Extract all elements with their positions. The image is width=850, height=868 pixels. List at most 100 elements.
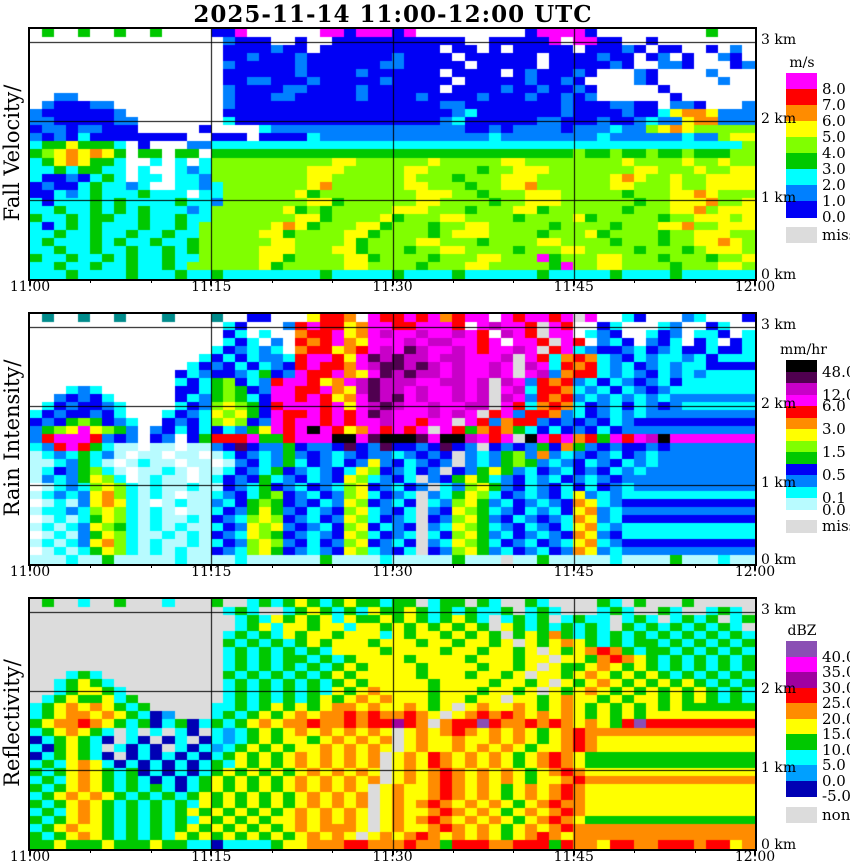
x-axis-tick [452,849,454,853]
rain-intensity-plot [28,312,757,566]
colorbar-cell [786,383,817,395]
colorbar-tick-label: 3.0 [822,160,846,178]
x-tick-label: 11:15 [191,564,232,580]
colorbar-cell [786,169,817,186]
x-axis-tick [210,564,213,570]
x-axis-tick [513,279,515,283]
x-axis-tick [513,849,515,853]
x-tick-label: 11:45 [553,849,594,865]
x-axis-tick [694,849,696,853]
colorbar-tick-label: 2.0 [822,176,846,194]
panel-fall-velocity: Fall Velocity/ 11:00 11:15 11:30 11:45 12:00… [0,27,850,295]
x-axis-tick [150,564,152,568]
x-axis-tick [572,849,575,855]
colorbar-missing-cell [786,519,817,533]
colorbar-tick-label: 40.0 [822,647,850,666]
colorbar-tick-label: 4.0 [822,144,846,162]
x-axis-tick [634,564,636,568]
colorbar-tick-label: 6.0 [822,112,846,130]
colorbar-cell [786,440,817,453]
x-axis-tick [332,279,334,283]
colorbar-cell [786,153,817,170]
colorbar-tick-label: 10.0 [822,740,850,759]
x-tick-label: 11:00 [9,564,51,580]
rain-intensity-axis-label: Rain Intensity/ [0,359,24,517]
x-tick-label: 11:00 [9,279,51,295]
colorbar-cell [786,703,817,719]
x-axis-tick [754,564,756,570]
x-axis-tick [391,849,394,855]
colorbar-missing-label: miss [822,226,850,244]
colorbar-missing-cell [786,807,817,823]
x-tick-label: 11:15 [191,849,232,865]
colorbar-cell [786,201,817,218]
colorbar-cell [786,687,817,704]
x-tick-label: 11:00 [9,849,51,865]
y-tick-label: 2 km [761,111,797,127]
colorbar-title: dBZ [787,623,817,639]
panel-reflectivity: Reflectivity/ 11:00 11:15 11:30 11:45 12:00 … [0,597,850,865]
colorbar-tick-label: 5.0 [822,756,846,774]
x-tick-label: 12:00 [734,279,776,295]
x-axis-tick [210,279,213,285]
colorbar-cell [786,121,817,138]
colorbar-cell [786,656,817,673]
colorbar-cell [786,406,817,418]
y-tick-label: 0 km [761,267,797,283]
rain-intensity-heatmap [30,314,755,564]
colorbar-cell [786,475,817,487]
x-axis-tick [90,279,92,283]
y-tick-label: 1 km [761,190,797,206]
colorbar-tick-label: 0.1 [822,489,846,507]
x-axis-tick [391,279,394,285]
page-title: 2025-11-14 11:00-12:00 UTC [193,1,593,28]
y-tick-label: 2 km [761,681,797,697]
colorbar-tick-label: 12.0 [822,385,850,404]
colorbar-cell [786,498,817,510]
x-axis-tick [634,849,636,853]
y-tick-label: 3 km [761,317,797,333]
colorbar-tick-label: 3.0 [822,420,846,438]
colorbar-cell [786,89,817,106]
y-tick-label: 3 km [761,602,797,618]
x-axis-tick [754,849,756,855]
reflectivity-heatmap [30,599,755,849]
colorbar-cell [786,417,817,430]
x-axis-tick [634,279,636,283]
colorbar-tick-label: 0.0 [822,208,846,226]
y-tick-label: 3 km [761,32,797,48]
colorbar-cell [786,672,817,688]
colorbar-cell [786,360,817,372]
colorbar-cell [786,486,817,499]
x-axis-tick [391,564,394,570]
colorbar-cell [786,371,817,384]
x-axis-tick [332,564,334,568]
x-tick-label: 11:45 [553,279,594,295]
x-tick-label: 12:00 [734,849,776,865]
reflectivity-x-axis: 11:00 11:15 11:30 11:45 12:00 [0,849,850,867]
colorbar-tick-label: 35.0 [822,663,850,681]
x-axis-tick [271,564,273,568]
x-axis-tick [694,564,696,568]
y-tick-label: 0 km [761,837,797,853]
y-tick-label: 1 km [761,475,797,491]
colorbar-cell [786,137,817,154]
x-axis-tick [210,849,213,855]
colorbar-tick-label: 6.0 [822,397,846,415]
colorbar-missing-label: miss [822,517,850,535]
rain-intensity-x-axis: 11:00 11:15 11:30 11:45 12:00 [0,564,850,582]
colorbar-missing-label: none [822,805,850,824]
colorbar-cell [786,73,817,90]
colorbar-cell [786,394,817,407]
x-axis-tick [694,279,696,283]
x-tick-label: 11:30 [372,279,413,295]
colorbar-cell [786,429,817,441]
x-axis-tick [150,849,152,853]
fall-velocity-x-axis: 11:00 11:15 11:30 11:45 12:00 [0,279,850,297]
x-axis-tick [90,849,92,853]
x-axis-tick [271,279,273,283]
x-axis-tick [90,564,92,568]
x-axis-tick [754,279,756,285]
colorbar-tick-label: -5.0 [822,787,850,805]
